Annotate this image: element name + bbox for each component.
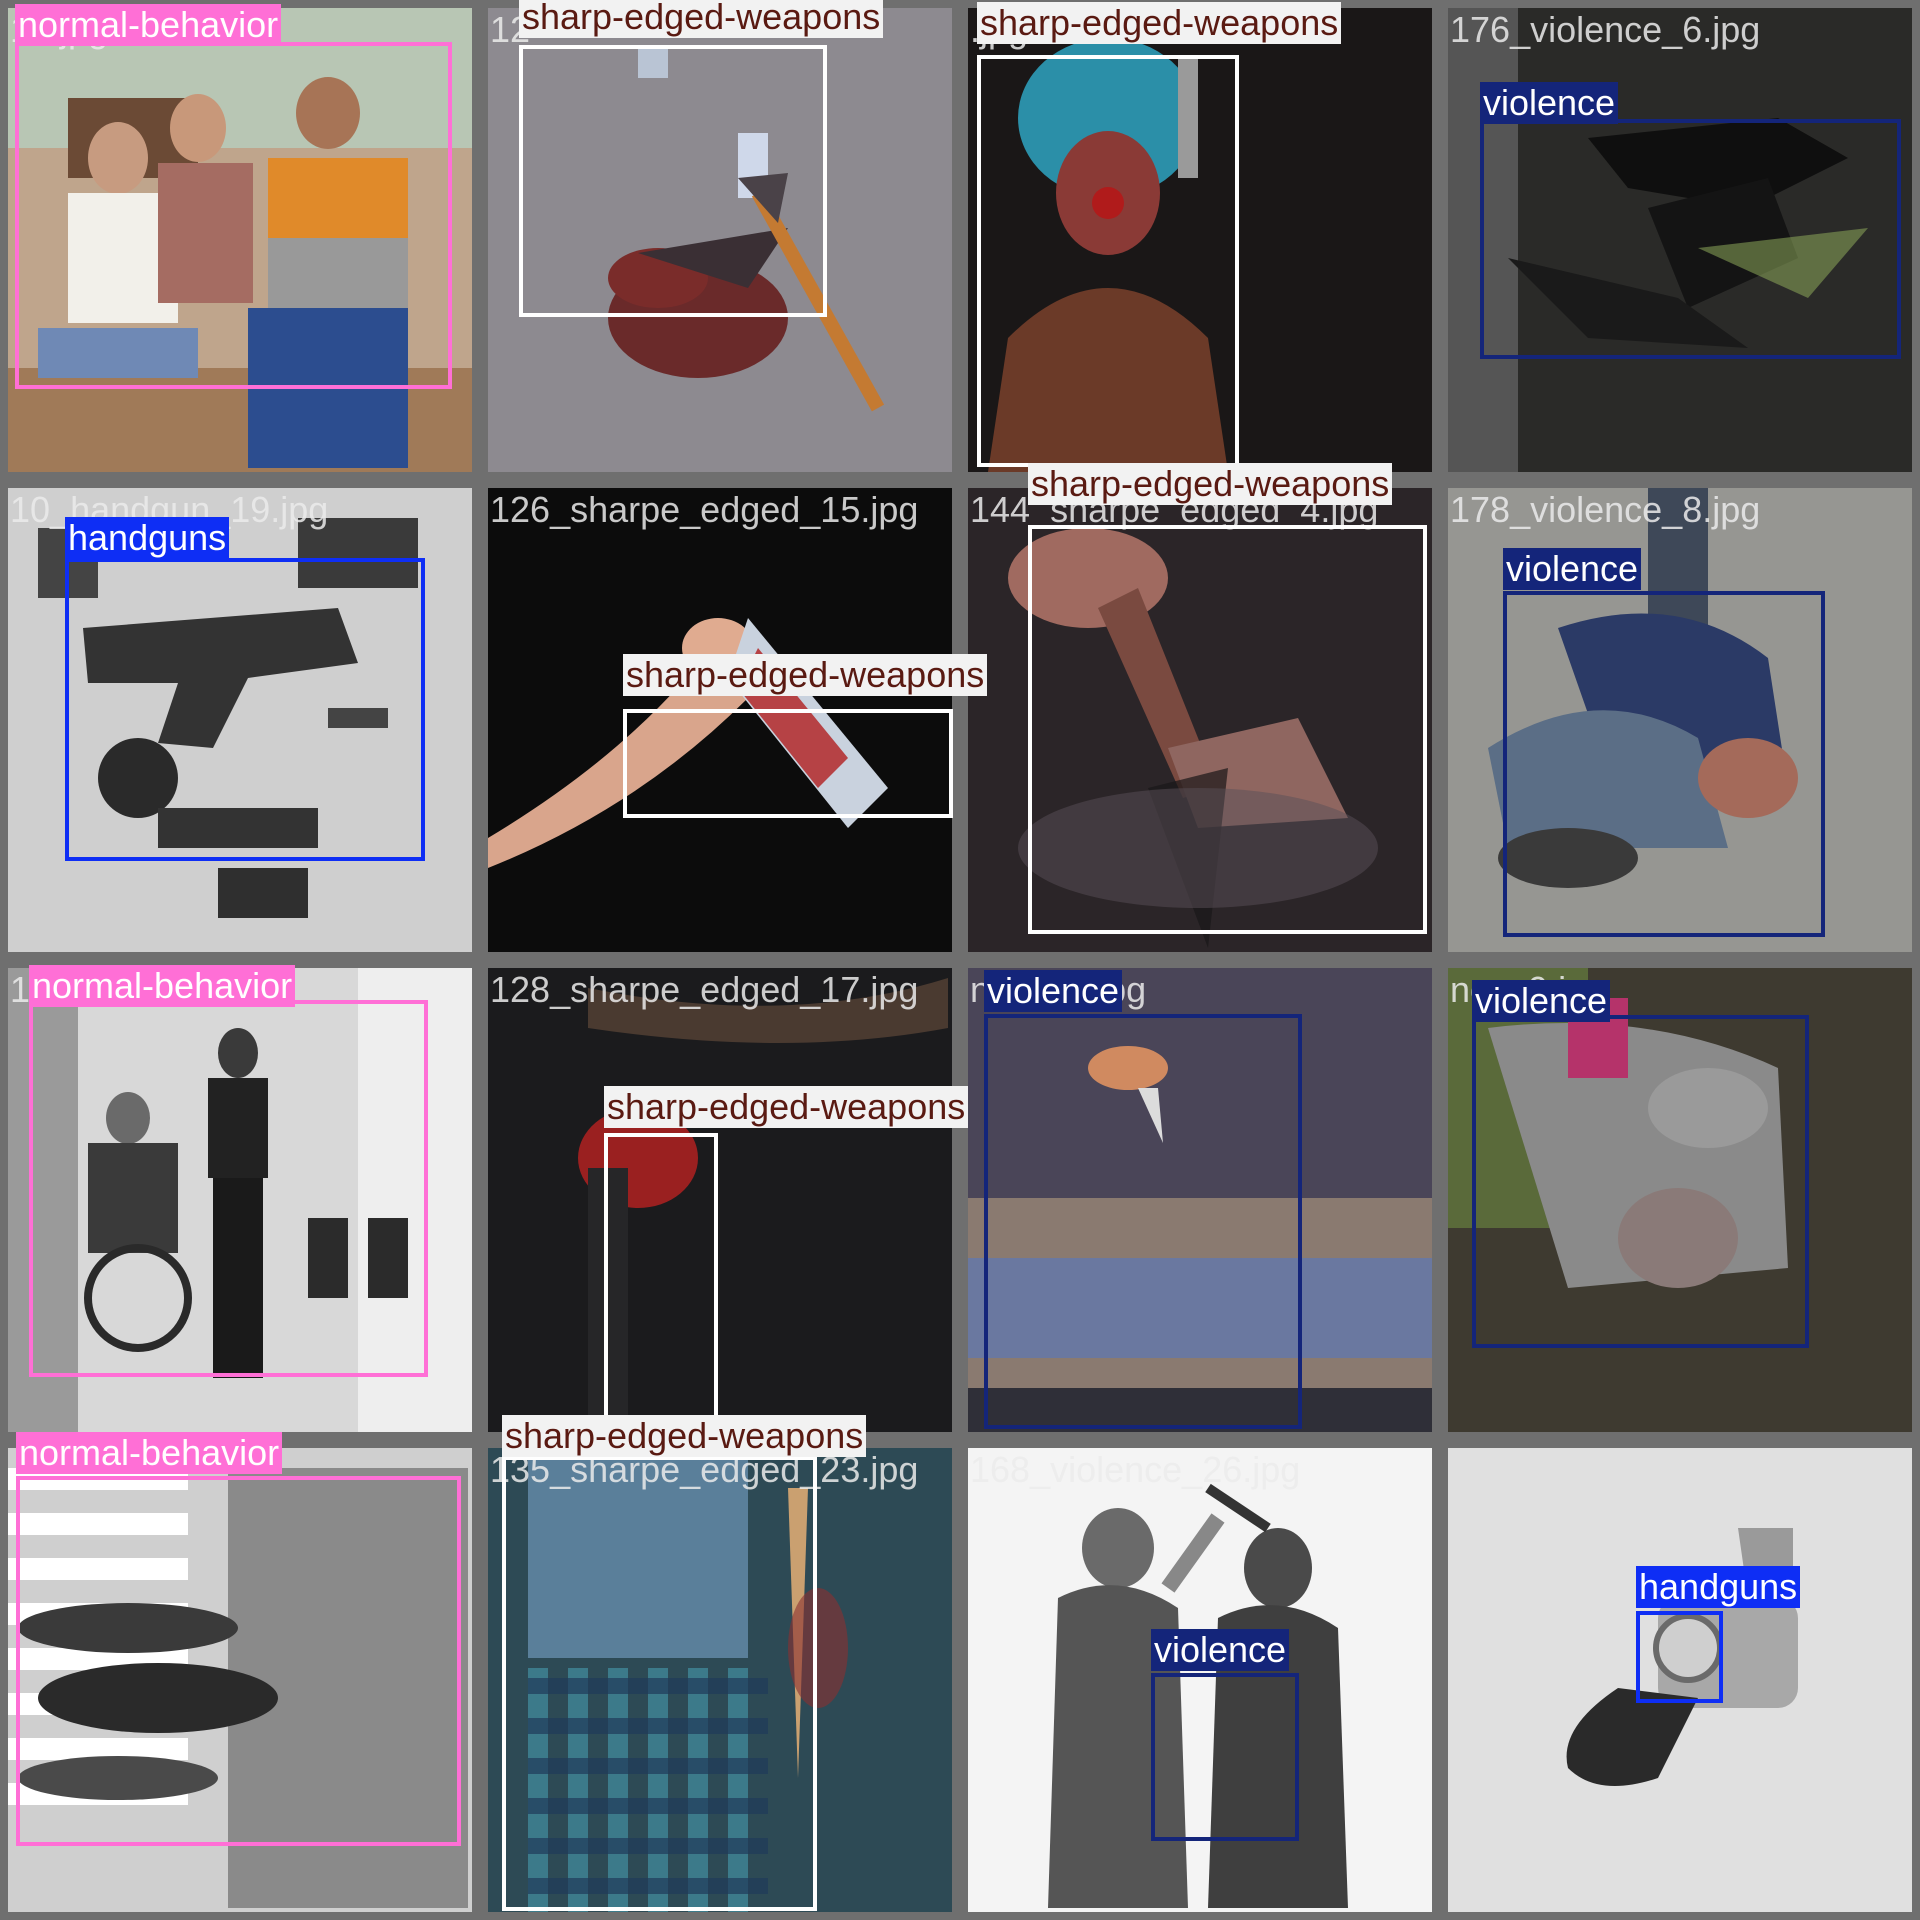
detection-box (984, 1014, 1302, 1429)
mosaic-tile: 176_violence_6.jpg violence (1448, 8, 1912, 472)
detection-label: sharp-edged-weapons (623, 654, 988, 696)
detection-label: violence (1503, 548, 1642, 590)
detection-label: sharp-edged-weapons (519, 0, 884, 38)
detection-box (65, 558, 425, 861)
detection-label: normal-behavior (29, 965, 296, 1007)
detection-box (1028, 525, 1427, 934)
detection-box (1472, 1015, 1809, 1348)
tile-image (8, 488, 472, 952)
detection-label: violence (984, 970, 1123, 1012)
detection-label: violence (1151, 1629, 1290, 1671)
detection-box (16, 1476, 461, 1846)
tile-image (968, 8, 1432, 472)
mosaic-tile: 178_violence_8.jpg violence (1448, 488, 1912, 952)
detection-box (1151, 1673, 1299, 1841)
mosaic-tile: 128_sharpe_edged_17.jpg sharp-edged-weapo… (488, 968, 969, 1432)
detection-label: sharp-edged-weapons (1028, 463, 1393, 505)
tile-image-content (488, 1448, 952, 1912)
detection-box (15, 42, 452, 389)
tile-image (1448, 1448, 1912, 1912)
mosaic-tile: 168_violence_26.jpg violence (968, 1448, 1432, 1912)
tile-image-content (488, 968, 952, 1432)
detection-box (29, 1000, 428, 1377)
mosaic-tile: 144_sharpe_edged_4.jpg sharp-edged-weapon… (968, 463, 1432, 952)
tile-image-content (8, 968, 472, 1432)
tile-image-content (8, 488, 472, 952)
tile-image-content (968, 968, 1432, 1432)
tile-image-content (968, 8, 1432, 472)
tile-image (1448, 968, 1912, 1432)
tile-image (488, 968, 952, 1432)
detection-label: violence (1480, 82, 1619, 124)
detection-box (502, 1456, 817, 1911)
detection-box (1636, 1611, 1723, 1703)
mosaic-tile: 135_sharpe_edged_23.jpg sharp-edged-weapo… (488, 1415, 952, 1912)
detection-label: normal-behavior (16, 1432, 283, 1474)
mosaic-tile: 19.jpgnormal-behavior (8, 4, 472, 472)
mosaic-tile: normal-behavior (8, 1432, 472, 1912)
tile-image (8, 968, 472, 1432)
tile-image (968, 488, 1432, 952)
tile-image-content (1448, 968, 1912, 1432)
detection-box (604, 1133, 718, 1429)
tile-image (488, 8, 952, 472)
tile-image-content (968, 488, 1432, 952)
detection-label: handguns (65, 517, 230, 559)
mosaic-tile: 1 normal-behavior (8, 965, 472, 1432)
mosaic-tile: 126_sharpe_edged_15.jpg sharp-edged-weapo… (488, 488, 988, 952)
mosaic-tile: handguns (1448, 1448, 1912, 1912)
tile-image (968, 968, 1432, 1432)
detection-box (519, 45, 827, 317)
detection-box (1503, 591, 1825, 937)
detection-box (977, 55, 1239, 467)
detection-label: sharp-edged-weapons (502, 1415, 867, 1457)
detection-label: normal-behavior (15, 4, 282, 46)
detection-label: handguns (1636, 1566, 1801, 1608)
tile-image-content (488, 8, 952, 472)
mosaic-tile: 12 sharp-edged-weapons (488, 0, 952, 472)
detection-label: violence (1472, 980, 1611, 1022)
mosaic-tile: 10_handgun_19.jpg handguns (8, 488, 472, 952)
tile-image-content (1448, 1448, 1912, 1912)
detection-box (623, 709, 953, 818)
tile-image (488, 1448, 952, 1912)
detection-label: sharp-edged-weapons (977, 2, 1342, 44)
detection-box (1480, 119, 1901, 359)
detection-label: sharp-edged-weapons (604, 1086, 969, 1128)
